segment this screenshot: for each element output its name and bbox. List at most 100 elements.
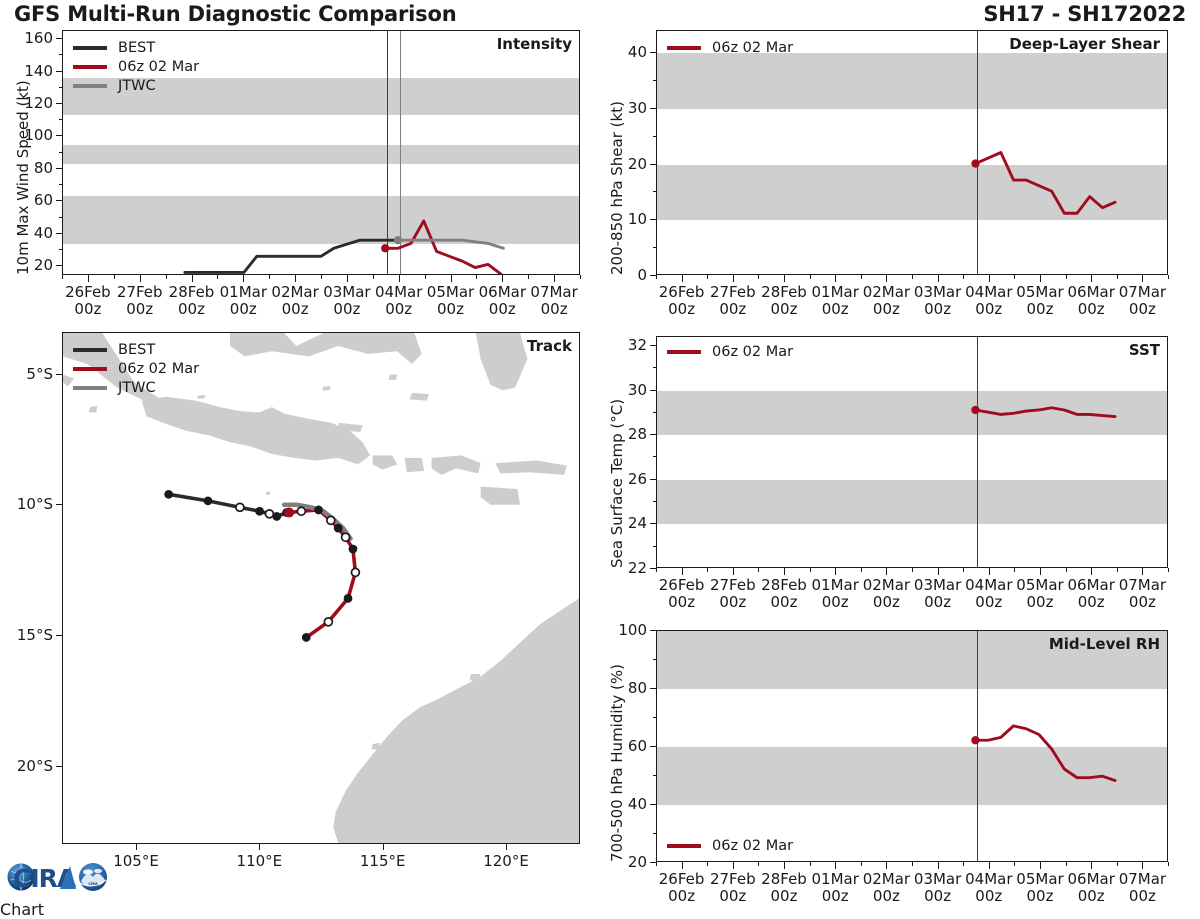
sst-lines <box>971 405 1117 419</box>
x-tick-mark <box>681 275 683 282</box>
x-tick-label: 02Mar 00z <box>271 284 318 318</box>
x-tick-mark <box>1142 275 1144 282</box>
shaded-band <box>657 479 1167 525</box>
shaded-band <box>63 78 579 116</box>
x-tick-label: 26Feb 00z <box>659 577 705 611</box>
legend-swatch-forecast <box>73 64 107 69</box>
x-tick-hour: 00z <box>178 299 205 318</box>
x-minor-tick <box>860 862 862 866</box>
x-minor-tick <box>963 862 965 866</box>
lon-tick-mark <box>136 844 137 850</box>
intensity-frame: Intensity BEST 06z 02 Mar JTWC <box>62 30 580 275</box>
y-tick-label: 32 <box>627 335 647 354</box>
y-minor-tick <box>652 545 656 547</box>
cira-logo: CIRA CIRA <box>4 856 122 898</box>
analysis-time-line <box>386 31 388 274</box>
shaded-band <box>657 390 1167 436</box>
rh-frame: Mid-Level RH 06z 02 Mar <box>656 630 1168 862</box>
series-line <box>383 219 503 274</box>
x-tick-mark <box>346 275 348 282</box>
x-minor-tick <box>580 275 581 279</box>
legend-row-best-track: BEST <box>73 340 199 359</box>
y-tick-label: 60 <box>627 737 647 755</box>
analysis-time-line <box>977 337 978 567</box>
shear-frame: Deep-Layer Shear 06z 02 Mar <box>656 30 1168 275</box>
y-tick-label: 30 <box>627 380 647 399</box>
landmass <box>196 394 206 399</box>
x-minor-tick <box>860 568 862 572</box>
y-tick-label: 160 <box>24 29 53 48</box>
x-tick-label: 04Mar 00z <box>965 577 1012 611</box>
y-tick-label: 80 <box>627 679 647 697</box>
y-minor-tick <box>652 501 656 503</box>
y-minor-tick <box>58 151 62 153</box>
rh-plot-area <box>657 631 1167 861</box>
lat-tick-mark <box>56 765 62 767</box>
x-minor-tick <box>758 568 760 572</box>
y-minor-tick <box>652 191 656 193</box>
x-tick-date: 02Mar <box>862 576 911 594</box>
sst-frame: SST 06z 02 Mar <box>656 336 1168 568</box>
track-point-intermediate <box>235 502 245 513</box>
legend-row-jtwc: JTWC <box>73 76 199 95</box>
y-tick-label: 20 <box>627 853 647 871</box>
x-tick-mark <box>732 275 734 282</box>
y-tick-mark <box>56 70 62 72</box>
analysis-position-marker <box>284 507 295 518</box>
y-tick-mark <box>650 434 656 436</box>
cira-logo-svg: CIRA CIRA <box>7 863 107 893</box>
rh-ylabel: 700-500 hPa Humidity (%) <box>608 663 626 862</box>
x-minor-tick <box>758 862 760 866</box>
x-tick-date: 04Mar <box>965 576 1013 594</box>
x-tick-label: 04Mar 00z <box>375 284 422 318</box>
x-tick-date: 03Mar <box>913 870 962 888</box>
x-tick-hour: 00z <box>821 299 849 318</box>
x-tick-mark <box>784 862 785 869</box>
y-tick-label: 40 <box>33 223 53 242</box>
x-minor-tick <box>476 275 478 279</box>
y-minor-tick <box>652 135 656 137</box>
x-tick-label: 26Feb 00z <box>65 284 111 318</box>
x-tick-date: 03Mar <box>913 283 962 301</box>
x-tick-hour: 00z <box>1026 886 1054 905</box>
x-tick-hour: 00z <box>668 592 696 611</box>
x-minor-tick <box>424 275 426 279</box>
x-minor-tick <box>912 275 913 279</box>
x-minor-tick <box>809 275 811 279</box>
y-tick-mark <box>650 478 656 480</box>
x-tick-label: 05Mar 00z <box>1016 284 1063 318</box>
x-tick-mark <box>937 275 939 282</box>
x-tick-date: 26Feb <box>658 576 705 594</box>
y-minor-tick <box>58 249 62 251</box>
y-tick-mark <box>650 275 656 276</box>
x-minor-tick <box>963 568 965 572</box>
storm-id-label: SH17 - SH172022 <box>983 2 1186 26</box>
rh-legend: 06z 02 Mar <box>667 836 793 855</box>
x-tick-mark <box>732 568 734 575</box>
x-tick-mark <box>1091 862 1093 869</box>
y-tick-mark <box>56 167 62 169</box>
x-minor-tick <box>1065 862 1067 866</box>
landmass <box>141 396 371 465</box>
shaded-band <box>657 164 1167 221</box>
x-tick-hour: 00z <box>1077 592 1105 611</box>
x-minor-tick <box>528 275 530 279</box>
data-point-marker <box>971 405 980 415</box>
legend-row-forecast-sst: 06z 02 Mar <box>667 342 793 361</box>
x-tick-date: 26Feb <box>658 870 705 888</box>
x-tick-date: 27Feb <box>709 283 756 301</box>
x-tick-hour: 00z <box>1128 886 1156 905</box>
landmass <box>404 457 425 473</box>
y-tick-label: 28 <box>627 425 647 444</box>
x-tick-label: 05Mar 00z <box>1016 577 1063 611</box>
legend-label-forecast-shear: 06z 02 Mar <box>712 39 794 56</box>
y-minor-tick <box>652 367 656 369</box>
y-tick-label: 26 <box>627 469 647 488</box>
x-minor-tick <box>113 275 115 279</box>
y-tick-mark <box>650 389 656 391</box>
legend-row-forecast-track: 06z 02 Mar <box>73 359 199 378</box>
landmass <box>480 486 521 505</box>
x-tick-date: 02Mar <box>862 283 911 301</box>
y-tick-label: 0 <box>637 266 647 284</box>
landmass <box>475 333 528 391</box>
